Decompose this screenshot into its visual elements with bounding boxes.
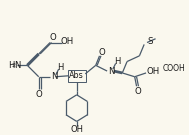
Text: H: H — [114, 57, 121, 66]
Text: O: O — [98, 48, 105, 57]
FancyBboxPatch shape — [68, 70, 86, 82]
Text: O: O — [134, 87, 141, 95]
Text: COOH: COOH — [162, 64, 185, 73]
Text: Abs: Abs — [69, 71, 84, 80]
Text: O: O — [35, 90, 42, 99]
Text: S: S — [147, 37, 153, 46]
Text: N: N — [51, 72, 57, 81]
Text: H: H — [57, 63, 64, 72]
Text: H: H — [8, 61, 15, 70]
Text: OH: OH — [61, 37, 74, 46]
Text: OH: OH — [70, 126, 83, 134]
Text: OH: OH — [146, 68, 159, 77]
Text: N: N — [14, 61, 20, 70]
Text: 2: 2 — [12, 63, 16, 68]
Text: O: O — [50, 33, 56, 42]
Text: N: N — [108, 67, 114, 76]
